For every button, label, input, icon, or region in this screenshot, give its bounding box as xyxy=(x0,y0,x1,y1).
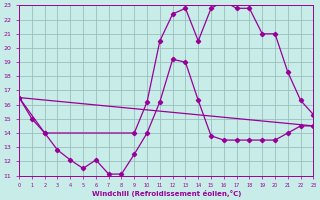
X-axis label: Windchill (Refroidissement éolien,°C): Windchill (Refroidissement éolien,°C) xyxy=(92,190,241,197)
